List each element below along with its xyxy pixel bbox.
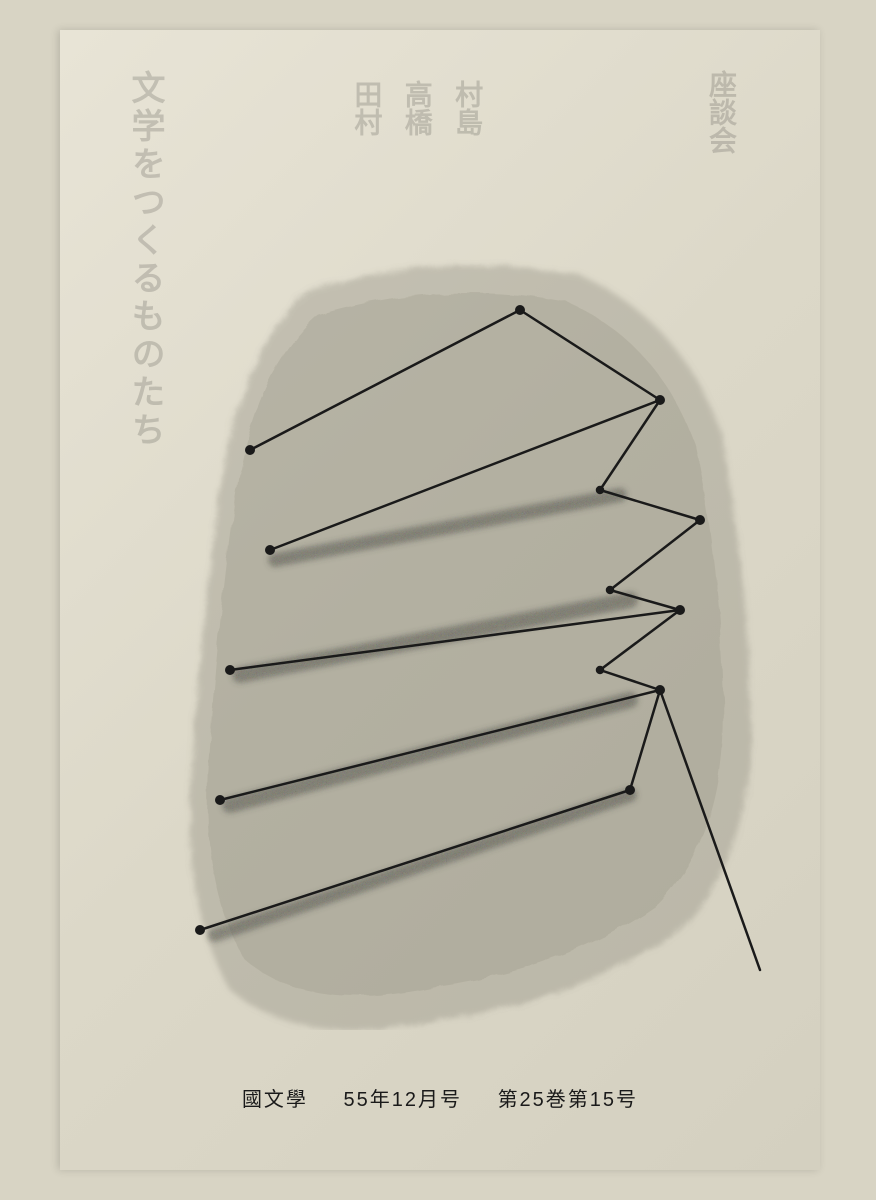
issue-date: 55年12月号	[344, 1089, 463, 1111]
volume-number: 第25巻第15号	[498, 1089, 639, 1111]
show-through-names: 村島 高橋 田村	[340, 80, 491, 136]
issue-caption: 國文學 55年12月号 第25巻第15号	[60, 1083, 820, 1112]
show-through-header: 座談会	[700, 70, 740, 154]
cover-artwork	[160, 230, 780, 1030]
journal-name: 國文學	[242, 1089, 308, 1111]
journal-page: 文学をつくるものたち 村島 高橋 田村 座談会 國文學	[60, 30, 820, 1170]
